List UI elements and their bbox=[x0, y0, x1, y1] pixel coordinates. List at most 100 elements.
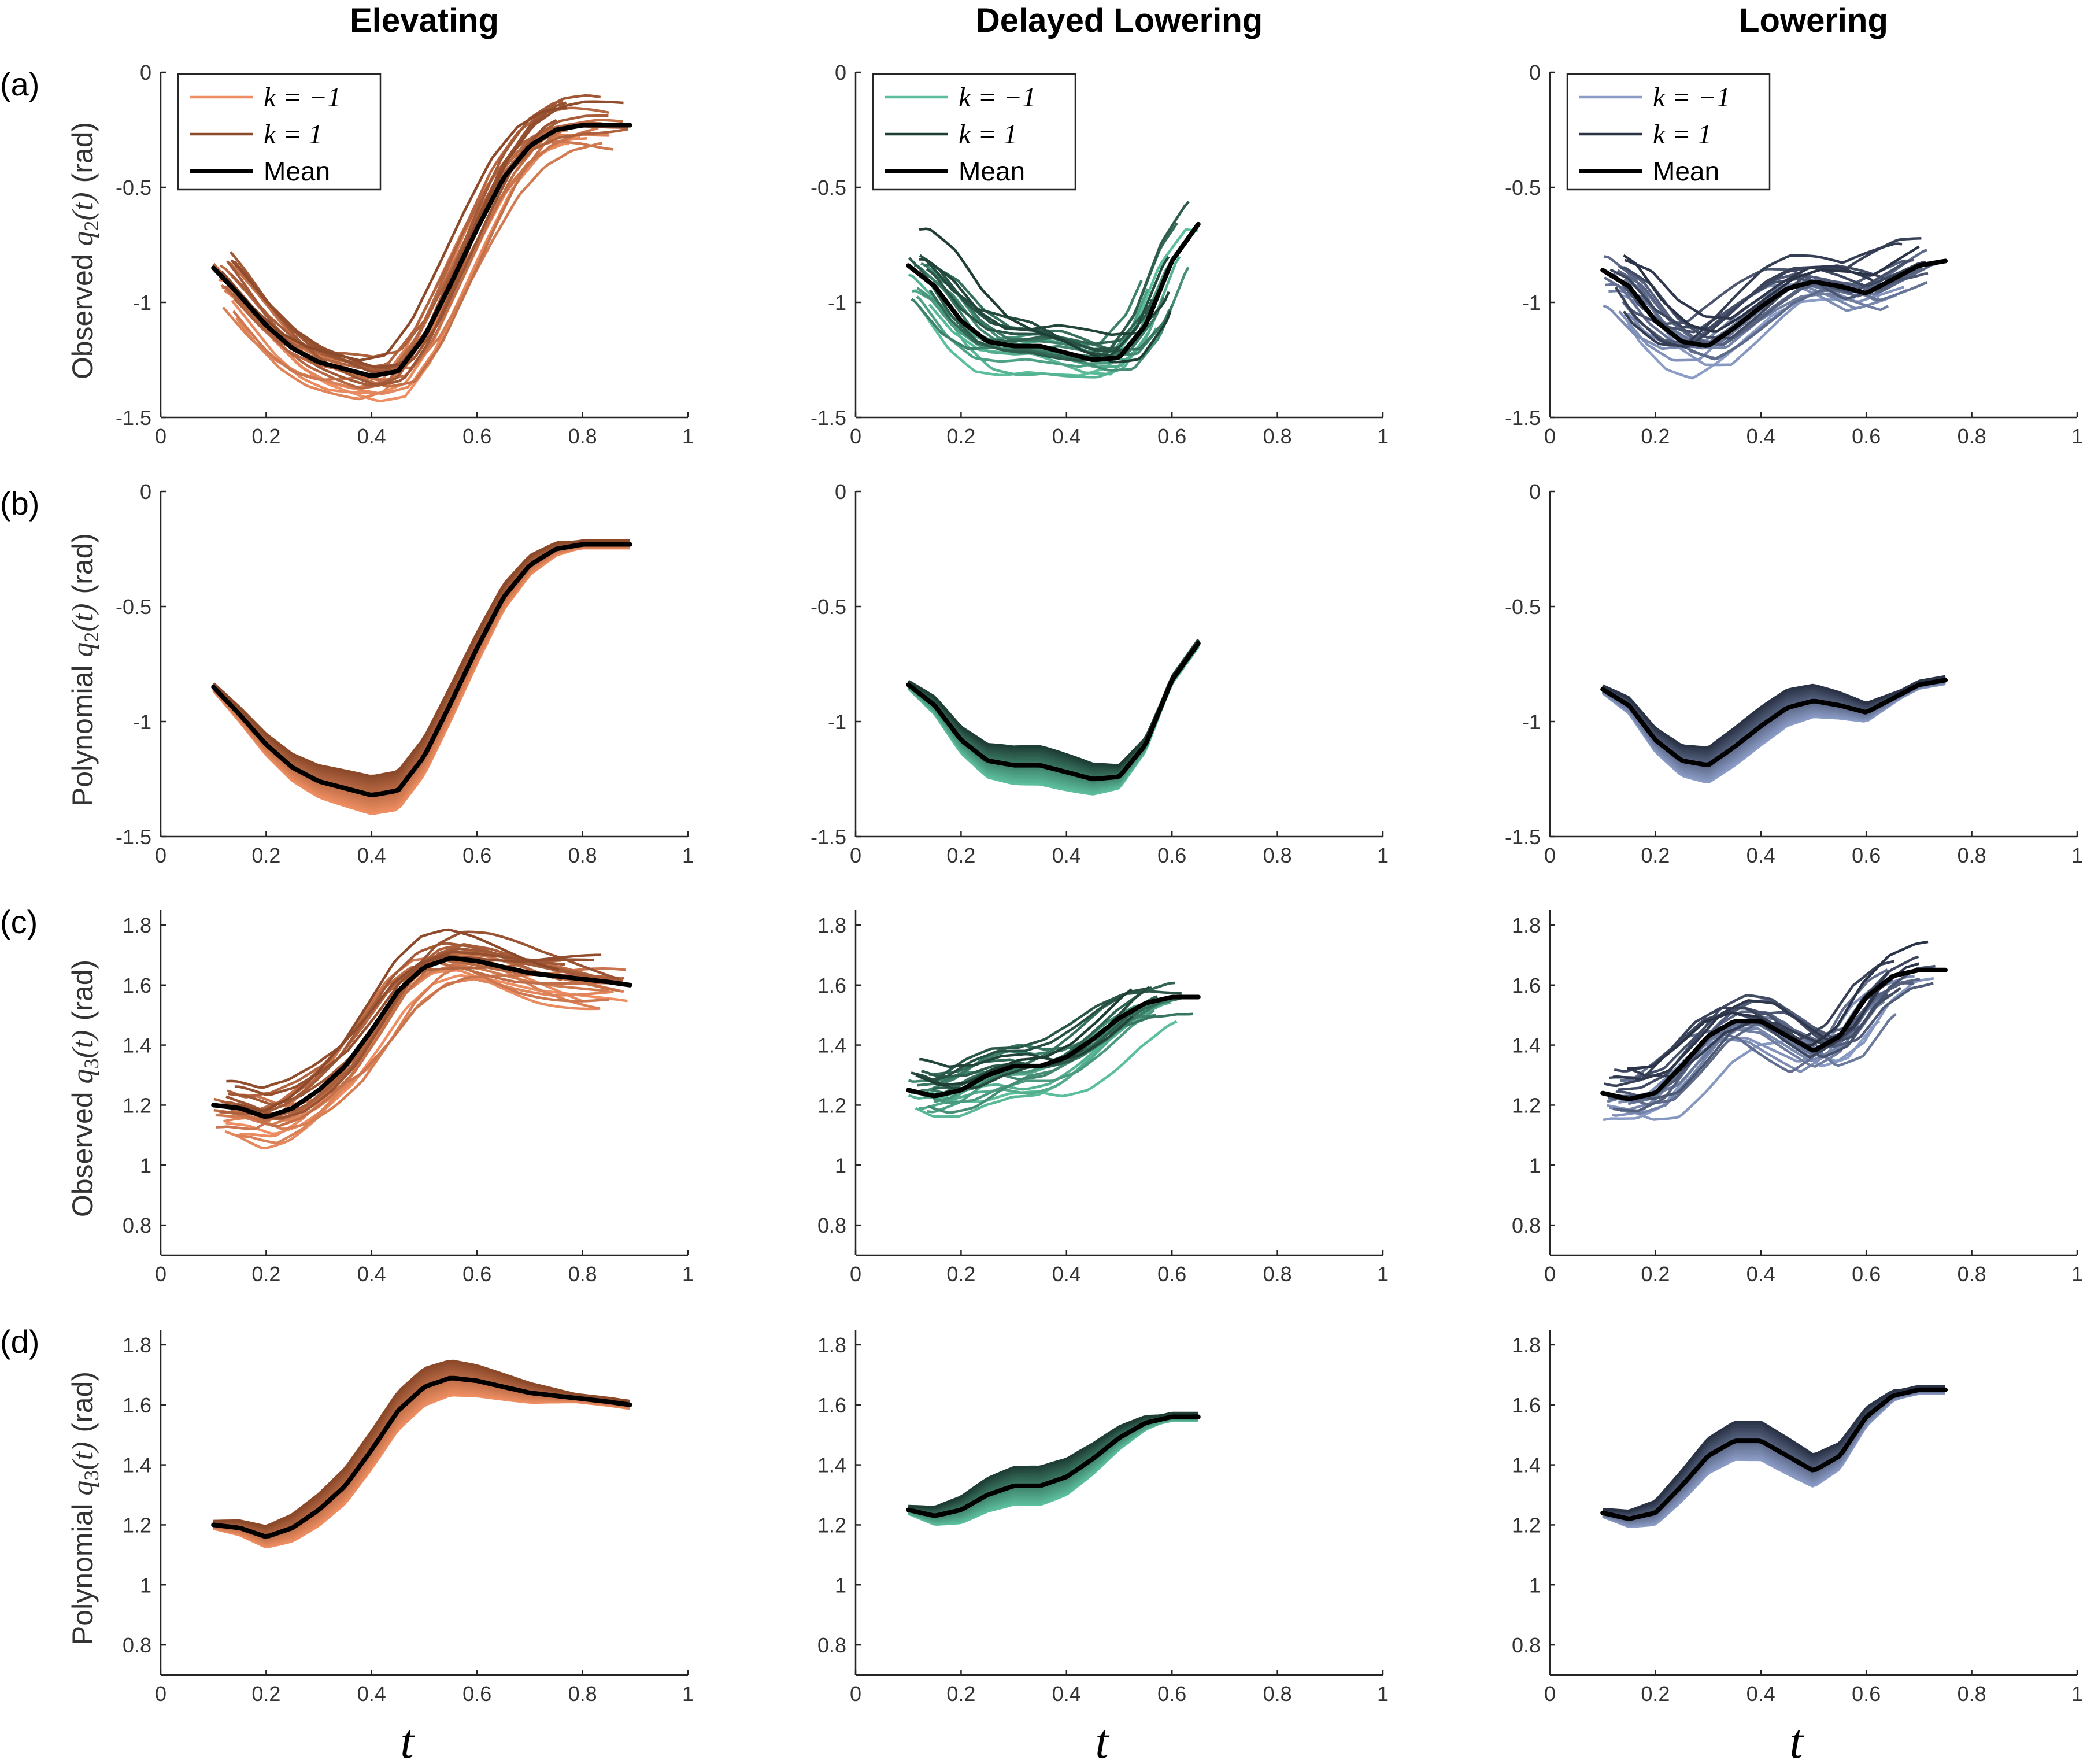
x-tick-label: 0 bbox=[850, 844, 861, 867]
y-tick-label: 1 bbox=[1529, 1573, 1541, 1597]
x-tick-label: 0 bbox=[850, 1682, 861, 1706]
trajectory-line bbox=[930, 986, 1152, 1083]
x-tick-label: 1 bbox=[682, 424, 694, 448]
x-tick-label: 0 bbox=[155, 1682, 166, 1706]
curve-group bbox=[1600, 675, 1948, 783]
trajectory-line bbox=[213, 1359, 631, 1528]
ylabel-sub: 3 bbox=[80, 1059, 103, 1069]
y-tick-label: 0 bbox=[140, 61, 151, 84]
mean-line bbox=[906, 641, 1201, 782]
trajectory-line bbox=[907, 639, 1200, 770]
ylabel-arg: (t) bbox=[66, 604, 99, 632]
x-tick-label: 0.2 bbox=[1641, 424, 1670, 448]
y-tick-label: 1.4 bbox=[1512, 1034, 1541, 1057]
x-tick-label: 0 bbox=[850, 1262, 861, 1286]
legend: k = −1 k = 1 Mean bbox=[1566, 73, 1771, 191]
panel-b-1: 0 0.2 0.4 0.6 0.8 1 -1.5 -1 -0.5 0 bbox=[811, 480, 1389, 867]
y-tick-label: 1.2 bbox=[123, 1513, 151, 1537]
x-tick-label: 0.8 bbox=[1263, 844, 1292, 867]
x-tick-label: 1 bbox=[1377, 844, 1389, 867]
column-title-1: Delayed Lowering bbox=[976, 2, 1263, 39]
x-tick-label: 0.4 bbox=[357, 424, 386, 448]
y-tick-label: 0 bbox=[1529, 480, 1541, 504]
y-tick-label: 1.8 bbox=[817, 1333, 846, 1357]
y-tick-label: 1 bbox=[1529, 1153, 1541, 1177]
trajectory-line bbox=[908, 1411, 1198, 1508]
panel-c-0: 0 0.2 0.4 0.6 0.8 1 0.8 1 1.2 1.4 1.6 1.8 bbox=[123, 910, 694, 1286]
trajectory-line bbox=[1604, 960, 1895, 1088]
x-tick-label: 0.6 bbox=[1852, 1262, 1881, 1286]
panel-a-0: 0 0.2 0.4 0.6 0.8 1 -1.5 -1 -0.5 0 k = −1 k = 1 Mean bbox=[116, 61, 694, 448]
trajectory-line bbox=[213, 1386, 631, 1544]
row-label-2: (c) bbox=[0, 904, 38, 940]
legend-entry: Mean bbox=[264, 156, 330, 186]
trajectory-line bbox=[1624, 258, 1874, 320]
ylabel-unit: (rad) bbox=[66, 960, 99, 1021]
curve-group bbox=[211, 1359, 632, 1549]
y-tick-label: 1 bbox=[140, 1153, 151, 1177]
x-tick-label: 0.2 bbox=[1641, 844, 1670, 867]
row-label-3: (d) bbox=[0, 1323, 39, 1360]
x-tick-label: 0.6 bbox=[1157, 424, 1186, 448]
ylabel-sub: 3 bbox=[80, 1470, 103, 1481]
y-tick-label: -1 bbox=[828, 710, 846, 734]
trajectory-line bbox=[225, 930, 620, 1119]
mean-line bbox=[211, 956, 632, 1119]
panel-c-1: 0 0.2 0.4 0.6 0.8 1 0.8 1 1.2 1.4 1.6 1.8 bbox=[817, 910, 1389, 1286]
ylabel-unit: (rad) bbox=[66, 122, 99, 183]
panel-d-0: 0 0.2 0.4 0.6 0.8 1 0.8 1 1.2 1.4 1.6 1.8 bbox=[123, 1330, 694, 1706]
x-tick-label: 0.8 bbox=[568, 424, 597, 448]
trajectory-line bbox=[908, 638, 1200, 767]
x-tick-label: 0 bbox=[1544, 844, 1556, 867]
ylabel-word: Observed bbox=[66, 1084, 99, 1218]
mean-line bbox=[1600, 967, 1948, 1101]
x-tick-label: 0.2 bbox=[946, 844, 975, 867]
panel-d-2: 0 0.2 0.4 0.6 0.8 1 0.8 1 1.2 1.4 1.6 1.8 bbox=[1512, 1330, 2083, 1706]
y-tick-label: -0.5 bbox=[1505, 176, 1541, 199]
x-tick-label: 0.4 bbox=[1052, 844, 1081, 867]
svg-text:Polynomial q3(t)(rad): Polynomial q3(t) (rad) bbox=[66, 1371, 103, 1645]
x-tick-label: 0 bbox=[850, 424, 861, 448]
y-tick-label: 1 bbox=[140, 1573, 151, 1597]
trajectory-line bbox=[919, 258, 1170, 336]
curve-group bbox=[1600, 940, 1948, 1122]
y-tick-label: 1.2 bbox=[1512, 1513, 1541, 1537]
trajectory-line bbox=[926, 268, 1153, 351]
x-tick-label: 0.8 bbox=[568, 844, 597, 867]
x-tick-label: 0.6 bbox=[1157, 1262, 1186, 1286]
legend-entry: Mean bbox=[1653, 156, 1719, 186]
x-tick-label: 0.4 bbox=[1746, 424, 1775, 448]
x-tick-label: 0.6 bbox=[1157, 844, 1186, 867]
y-tick-label: -1.5 bbox=[1505, 406, 1541, 430]
x-tick-label: 0.6 bbox=[1852, 1682, 1881, 1706]
y-tick-label: 0.8 bbox=[1512, 1214, 1541, 1237]
svg-text:Observed q2(t)(rad): Observed q2(t) (rad) bbox=[66, 122, 103, 379]
legend: k = −1 k = 1 Mean bbox=[872, 73, 1076, 191]
x-tick-label: 1 bbox=[2071, 1262, 2083, 1286]
trajectory-line bbox=[919, 227, 1172, 364]
x-tick-label: 0.2 bbox=[251, 1682, 280, 1706]
x-tick-label: 0.4 bbox=[1746, 844, 1775, 867]
ylabel-sub: 2 bbox=[80, 632, 103, 642]
y-tick-label: 0.8 bbox=[123, 1633, 151, 1657]
x-tick-label: 1 bbox=[1377, 424, 1389, 448]
x-tick-label: 0.6 bbox=[462, 1262, 491, 1286]
x-tick-label: 0 bbox=[1544, 1682, 1556, 1706]
x-tick-label: 0.4 bbox=[1052, 1262, 1081, 1286]
x-tick-label: 0.8 bbox=[1958, 424, 1986, 448]
x-tick-label: 0 bbox=[1544, 424, 1556, 448]
y-tick-label: 1.2 bbox=[817, 1093, 846, 1117]
ylabel-var: q bbox=[66, 642, 99, 657]
x-tick-label: 0.2 bbox=[1641, 1262, 1670, 1286]
curve-group bbox=[1600, 1385, 1948, 1528]
panel-d-1: 0 0.2 0.4 0.6 0.8 1 0.8 1 1.2 1.4 1.6 1.8 bbox=[817, 1330, 1389, 1706]
curve-group bbox=[211, 928, 632, 1150]
x-tick-label: 1 bbox=[682, 1682, 694, 1706]
y-tick-label: 0 bbox=[1529, 61, 1541, 84]
x-tick-label: 0.4 bbox=[1746, 1262, 1775, 1286]
x-tick-label: 0.4 bbox=[357, 1262, 386, 1286]
trajectory-line bbox=[212, 539, 630, 778]
y-tick-label: 1.6 bbox=[1512, 974, 1541, 997]
curve-group bbox=[211, 539, 632, 815]
trajectory-line bbox=[1612, 962, 1919, 1081]
